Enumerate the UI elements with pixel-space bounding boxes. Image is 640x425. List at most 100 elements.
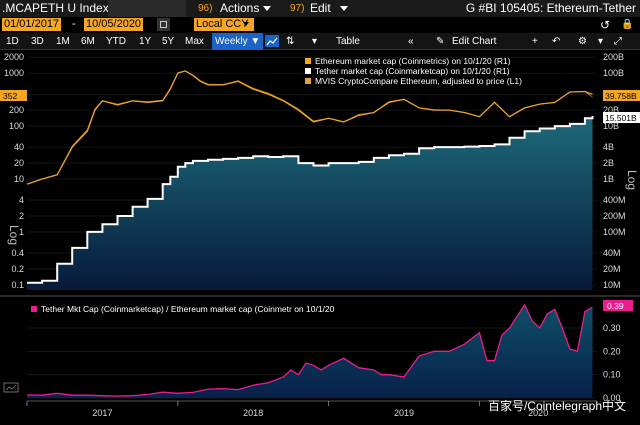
tether-series-line — [27, 116, 594, 284]
range-3d[interactable]: 3D — [31, 36, 44, 47]
legend-mvis: MVIS CryptoCompare Ethereum, adjusted to… — [315, 76, 522, 86]
refresh-icon[interactable]: ↺ — [600, 18, 611, 32]
range-1y[interactable]: 1Y — [139, 36, 152, 47]
legend-swatch-ethereum — [305, 58, 311, 64]
x-axis: 2017 2018 2019 2020 — [26, 400, 597, 418]
left-axis-tick-label: 100 — [9, 121, 24, 131]
right-axis-tick-label: 10M — [603, 280, 621, 290]
settings-gear-icon[interactable]: ⚙ — [578, 36, 587, 47]
options-chevron-down-icon[interactable]: ▾ — [312, 36, 318, 47]
ticker-field-bg[interactable] — [108, 0, 186, 17]
collapse-icon[interactable]: « — [408, 36, 414, 47]
tether-area-fill — [27, 116, 593, 290]
x-axis-label: 2020 — [528, 408, 548, 418]
legend-tether: Tether market cap (Coinmarketcap) on 10/… — [315, 66, 510, 76]
range-1m[interactable]: 1M — [56, 36, 70, 47]
zoom-in-icon[interactable]: + — [532, 36, 538, 47]
left-axis-tick-label: 2000 — [4, 52, 24, 62]
ticker-field[interactable]: .MCAPETH U Index — [2, 1, 109, 15]
actions-chevron-down-icon[interactable] — [263, 6, 271, 11]
watermark: 百家号/Cointelegraph中文 — [487, 399, 626, 413]
right-axis-tick-label: 20M — [603, 264, 621, 274]
x-axis-label: 2017 — [92, 408, 112, 418]
edit-chevron-down-icon[interactable] — [340, 6, 348, 11]
range-ytd[interactable]: YTD — [106, 36, 126, 47]
lower-right-axis-tick-label: 0.10 — [603, 370, 621, 380]
table-button[interactable]: Table — [336, 36, 360, 47]
x-axis-label: 2018 — [243, 408, 263, 418]
range-1d[interactable]: 1D — [6, 36, 19, 47]
line-chart-icon[interactable] — [265, 35, 279, 47]
left-last-value-tag — [0, 90, 27, 101]
left-axis-ticks: 200010004002001004020104210.40.20.1 — [4, 52, 24, 290]
legend-swatch-mvis — [305, 78, 311, 84]
left-axis-tick-label: 1000 — [4, 68, 24, 78]
right-last-value-tag-tether — [603, 112, 640, 123]
right-axis-tick-label: 100M — [603, 227, 626, 237]
frequency-label: Weekly — [215, 36, 248, 47]
ratio-area-fill — [27, 304, 593, 398]
range-6m[interactable]: 6M — [81, 36, 95, 47]
x-axis-label: 2019 — [394, 408, 414, 418]
left-axis-tick-label: 0.4 — [11, 248, 24, 258]
lower-right-axis-tick-label: 0.30 — [603, 323, 621, 333]
range-toolbar: 1D 3D 1M 6M YTD 1Y 5Y Max Weekly ▼ ⇅ ▾ T… — [0, 33, 640, 50]
lower-right-axis-ticks: 0.30 0.20 0.10 0.00 — [603, 323, 621, 403]
legend-ethereum: Ethereum market cap (Coinmetrics) on 10/… — [315, 56, 511, 66]
currency-select[interactable]: Local CCY — [194, 18, 254, 31]
right-axis-tick-label: 1B — [603, 174, 614, 184]
currency-chevron-down-icon[interactable] — [243, 22, 249, 26]
right-last-value-tag-eth — [603, 90, 640, 101]
calendar-icon[interactable] — [157, 18, 170, 31]
left-last-value: 352 — [3, 91, 17, 101]
right-axis-tick-label: 100B — [603, 68, 624, 78]
right-axis-ticks: 200B100B40B20B10B4B2B1B400M200M100M40M20… — [603, 52, 626, 290]
title-bar: .MCAPETH U Index 96) Actions 97) Edit G … — [0, 0, 640, 17]
frequency-select[interactable]: Weekly ▼ — [212, 33, 264, 50]
edit-chart-icon[interactable]: ✎ — [436, 36, 445, 47]
left-axis-tick-label: 2 — [19, 211, 24, 221]
mvis-series-line — [26, 70, 593, 185]
right-axis-tick-label: 4B — [603, 142, 614, 152]
upper-panel: 200010004002001004020104210.40.20.1 200B… — [0, 52, 640, 295]
lock-icon[interactable]: 🔒 — [621, 19, 634, 30]
lower-right-axis-tick-label: 0.20 — [603, 346, 621, 356]
fullscreen-icon[interactable]: ⤢ — [614, 36, 622, 47]
range-5y[interactable]: 5Y — [162, 36, 175, 47]
start-date-input[interactable]: 01/01/2017 — [2, 18, 62, 31]
left-axis-tick-label: 20 — [14, 158, 24, 168]
left-axis-tick-label: 0.1 — [11, 280, 24, 290]
right-axis-tick-label: 20B — [603, 105, 619, 115]
left-axis-tick-label: 200 — [9, 105, 24, 115]
window-title: G #BI 105405: Ethereum-Tether — [465, 1, 636, 15]
left-axis-tick-label: 0.2 — [11, 264, 24, 274]
compare-icon[interactable]: ⇅ — [286, 36, 295, 47]
legend-swatch-ratio — [31, 306, 37, 312]
upper-legend: Ethereum market cap (Coinmetrics) on 10/… — [305, 56, 522, 86]
chart-area: 200010004002001004020104210.40.20.1 200B… — [0, 52, 640, 418]
right-axis-tick-label: 2B — [603, 158, 614, 168]
left-axis-tick-label: 40 — [14, 142, 24, 152]
right-last-value-eth: 39.758B — [605, 91, 637, 101]
right-axis-tick-label: 40M — [603, 248, 621, 258]
right-axis-tick-label: 200B — [603, 52, 624, 62]
ratio-last-value: 0.39 — [607, 301, 624, 311]
undo-icon[interactable]: ↶ — [552, 36, 561, 47]
more-icon[interactable]: ▾ — [598, 36, 604, 47]
legend-ratio: Tether Mkt Cap (Coinmarketcap) / Ethereu… — [41, 304, 335, 314]
end-date-input[interactable]: 10/05/2020 — [84, 18, 144, 31]
actions-menu[interactable]: Actions — [220, 1, 260, 15]
left-axis-tick-label: 1 — [19, 227, 24, 237]
range-max[interactable]: Max — [185, 36, 204, 47]
mini-chart-icon[interactable] — [3, 382, 19, 393]
edit-menu[interactable]: Edit — [310, 1, 331, 15]
ratio-series-line — [26, 303, 593, 397]
date-separator: - — [72, 18, 76, 30]
actions-menu-number: 96) — [198, 3, 213, 14]
edit-chart-button[interactable]: Edit Chart — [452, 36, 497, 47]
right-axis-tick-label: 400M — [603, 195, 626, 205]
ratio-last-value-tag — [603, 300, 633, 311]
edit-menu-number: 97) — [290, 3, 305, 14]
legend-swatch-tether — [305, 68, 311, 74]
left-axis-tick-label: 10 — [14, 174, 24, 184]
